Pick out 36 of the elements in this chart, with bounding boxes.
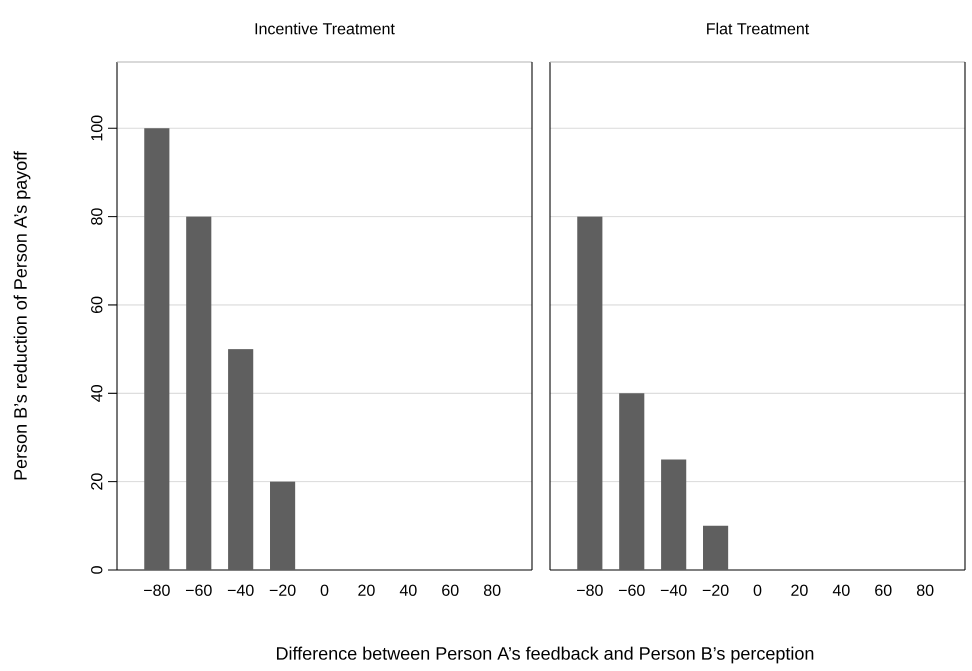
x-tick-label: −80 <box>144 584 170 596</box>
bar <box>703 526 728 570</box>
x-tick-label: −60 <box>618 584 645 596</box>
x-tick-label: 0 <box>320 584 328 596</box>
x-tick-label: 20 <box>791 584 808 596</box>
x-tick-label: −20 <box>702 584 729 596</box>
bar <box>270 482 296 570</box>
y-tick-label: 80 <box>91 208 102 225</box>
bar <box>661 460 686 570</box>
chart-title: Incentive Treatment <box>256 22 395 34</box>
x-tick-label: 40 <box>400 584 417 596</box>
x-tick-label: −40 <box>228 584 254 596</box>
x-axis-title: Difference between Person A’s feedback and Person B’s perception <box>276 646 814 664</box>
x-tick-label: −80 <box>577 584 603 596</box>
x-tick-label: −20 <box>270 584 296 596</box>
y-tick-label: 40 <box>91 385 102 402</box>
bar <box>228 349 254 570</box>
y-tick-label: 60 <box>91 296 102 314</box>
y-axis-title: Person B’s reduction of Person A’s payoff <box>14 151 30 480</box>
x-tick-label: 60 <box>442 584 459 596</box>
y-tick-label: 100 <box>91 116 102 140</box>
chart-title: Flat Treatment <box>707 22 810 34</box>
bar <box>144 128 170 570</box>
x-tick-label: 40 <box>832 584 850 596</box>
x-tick-label: 0 <box>754 584 762 596</box>
bar <box>577 216 602 570</box>
x-tick-label: 80 <box>916 584 934 596</box>
x-tick-label: 20 <box>358 584 375 596</box>
x-tick-label: −60 <box>186 584 212 596</box>
y-tick-label: 0 <box>91 566 102 574</box>
x-tick-label: −40 <box>660 584 687 596</box>
y-tick-label: 20 <box>91 473 102 490</box>
x-tick-label: 60 <box>875 584 892 596</box>
bar <box>186 216 212 570</box>
x-tick-label: 80 <box>484 584 500 596</box>
bar <box>619 393 644 570</box>
